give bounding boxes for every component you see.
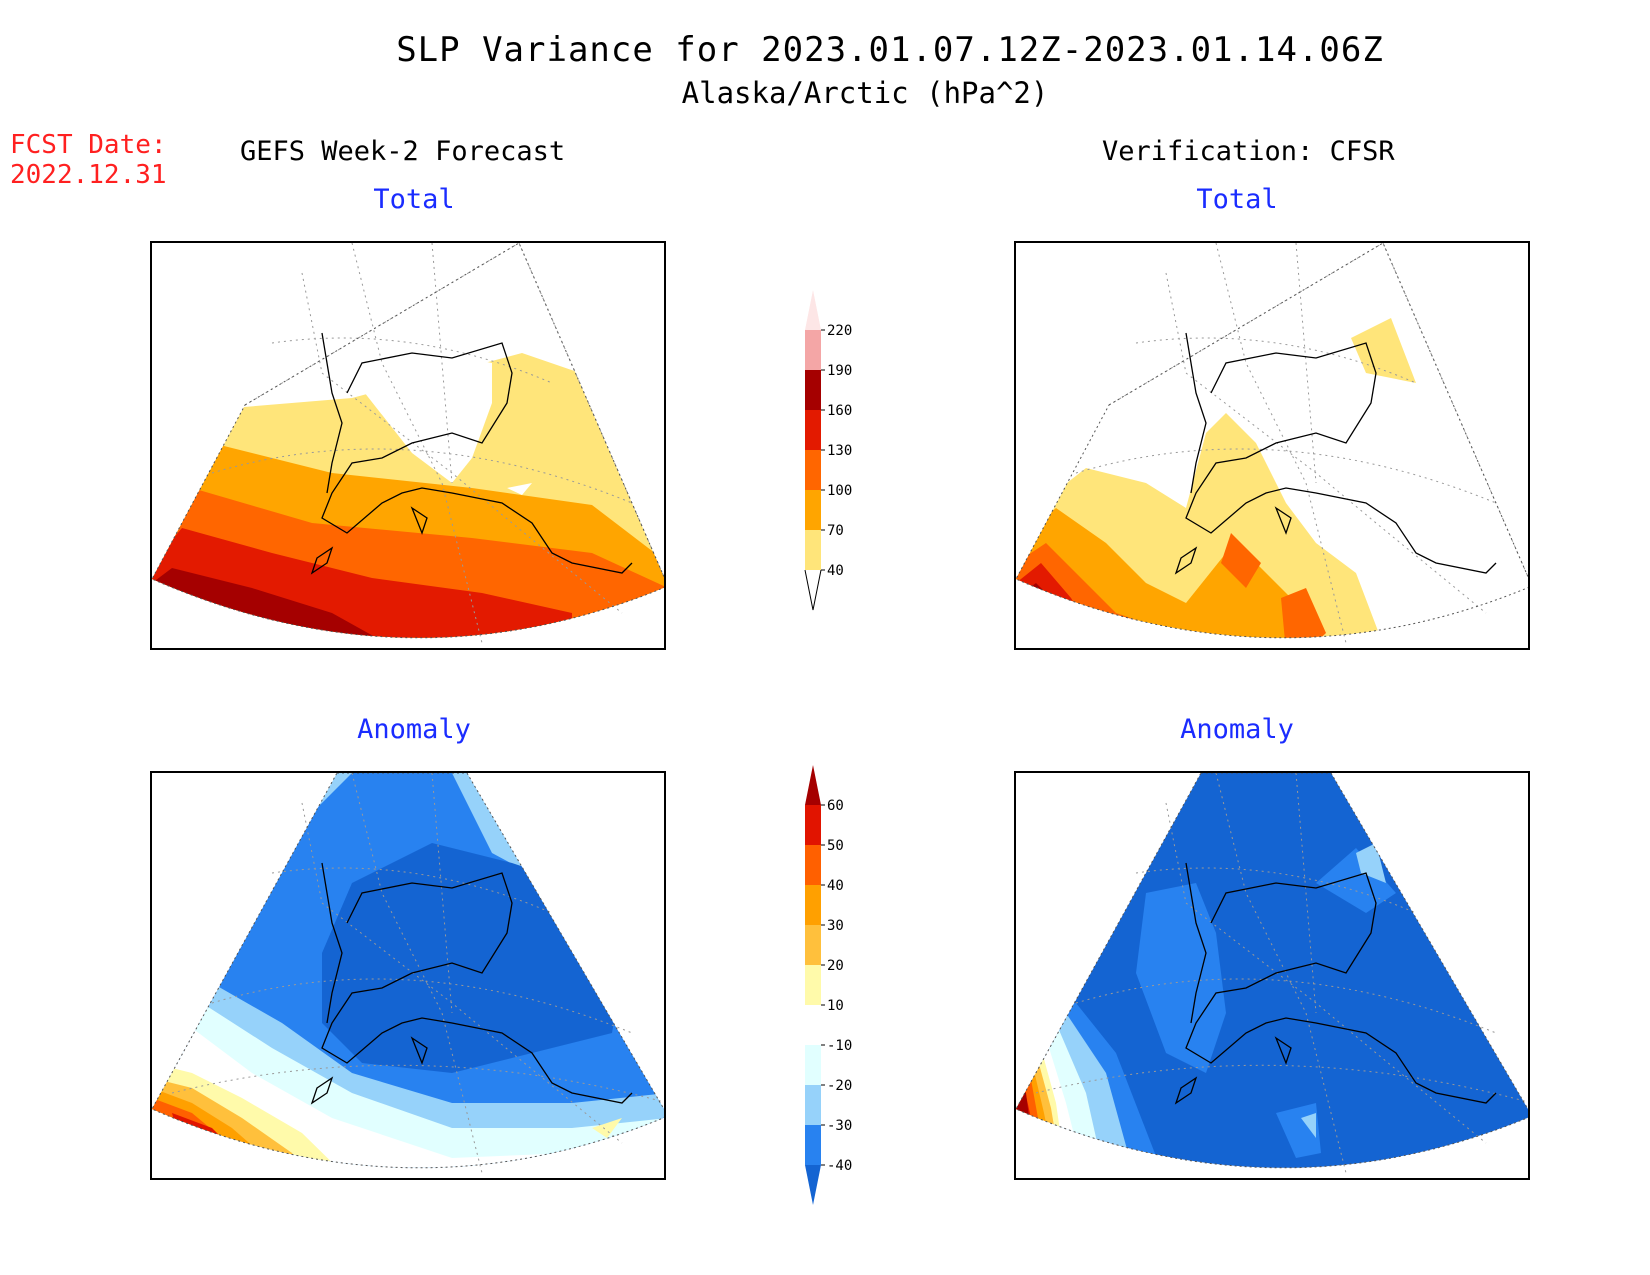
- colorbar-tick-label: -30: [827, 1118, 852, 1134]
- colorbar-tick-label: 20: [827, 958, 844, 974]
- forecast-total-map: [150, 241, 666, 650]
- colorbar-top-end: [805, 290, 821, 330]
- colorbar-tick-label: 30: [827, 918, 844, 934]
- anom-minus30-patches: [1136, 848, 1396, 1158]
- colorbar-segment: [805, 845, 821, 885]
- colorbar-segment: [805, 805, 821, 845]
- fcst-date-value: 2022.12.31: [10, 160, 167, 190]
- forecast-column-title: GEFS Week-2 Forecast: [240, 136, 566, 167]
- alaska-coastline: [310, 862, 633, 1105]
- verification-total-label: Total: [1196, 184, 1278, 215]
- colorbar-segment: [805, 1005, 821, 1045]
- colorbar-tick-label: 100: [827, 483, 852, 499]
- anomaly-colorbar: -40 -30 -20 -10 10 20 30 40 50 60: [805, 765, 852, 1205]
- colorbar-tick-label: 40: [827, 563, 844, 579]
- contour-40-70-ne: [1351, 318, 1416, 383]
- colorbar-tick-label: -10: [827, 1038, 852, 1054]
- colorbar-tick-label: 160: [827, 403, 852, 419]
- verification-total-map: [1014, 241, 1530, 650]
- colorbar-tick-label: 130: [827, 443, 852, 459]
- colorbar-tick-label: 220: [827, 323, 852, 339]
- forecast-anomaly-boundary: [152, 773, 664, 1169]
- colorbar-segment: [805, 450, 821, 490]
- colorbar-tick-label: -40: [827, 1158, 852, 1174]
- colorbar-segment: [805, 1045, 821, 1085]
- colorbar-tick-label: 10: [827, 998, 844, 1014]
- alaska-coastline: [310, 332, 633, 575]
- colorbar-tick-label: -20: [827, 1078, 852, 1094]
- colorbar-segment: [805, 885, 821, 925]
- verification-column-title: Verification: CFSR: [1102, 136, 1395, 167]
- forecast-total-label: Total: [373, 184, 455, 215]
- forecast-total-boundary: [152, 243, 664, 639]
- white-hole-small: [507, 483, 532, 495]
- verification-anomaly-boundary: [1016, 773, 1528, 1169]
- total-colorbar: 40 70 100 130 160 190 220: [804, 290, 852, 611]
- forecast-anomaly-label: Anomaly: [357, 714, 471, 745]
- colorbar-bottom-end: [804, 569, 822, 611]
- colorbar-segment: [805, 925, 821, 965]
- colorbar-segment: [805, 330, 821, 370]
- contour-190-220: [1016, 603, 1051, 638]
- verification-anomaly-label: Anomaly: [1180, 714, 1294, 745]
- colorbar-tick-label: 190: [827, 363, 852, 379]
- colorbar-tick-label: 60: [827, 798, 844, 814]
- forecast-anomaly-map: [150, 771, 666, 1180]
- fcst-date-label: FCST Date:: [10, 130, 167, 160]
- colorbar-segment: [805, 965, 821, 1005]
- anom-minus40-core: [322, 843, 622, 1073]
- colorbar-bottom-end: [805, 1165, 821, 1205]
- verification-anomaly-map: [1014, 771, 1530, 1180]
- alaska-coastline: [1174, 862, 1497, 1105]
- colorbar-segment: [805, 530, 821, 570]
- anom-minus20-patches: [1301, 843, 1386, 1138]
- colorbar-top-end: [805, 765, 821, 805]
- chart-title: SLP Variance for 2023.01.07.12Z-2023.01.…: [396, 30, 1384, 70]
- alaska-coastline: [1174, 332, 1497, 575]
- colorbar-tick-label: 50: [827, 838, 844, 854]
- verification-total-boundary: [1016, 243, 1528, 639]
- colorbar-segment: [805, 490, 821, 530]
- colorbar-segment: [805, 410, 821, 450]
- colorbar-segment: [805, 1125, 821, 1165]
- colorbar-tick-label: 70: [827, 523, 844, 539]
- contour-40-70-se: [1461, 598, 1506, 628]
- chart-subtitle: Alaska/Arctic (hPa^2): [681, 76, 1049, 110]
- colorbar-segment: [805, 370, 821, 410]
- colorbar-segment: [805, 1085, 821, 1125]
- white-hole: [357, 353, 492, 483]
- colorbar-tick-label: 40: [827, 878, 844, 894]
